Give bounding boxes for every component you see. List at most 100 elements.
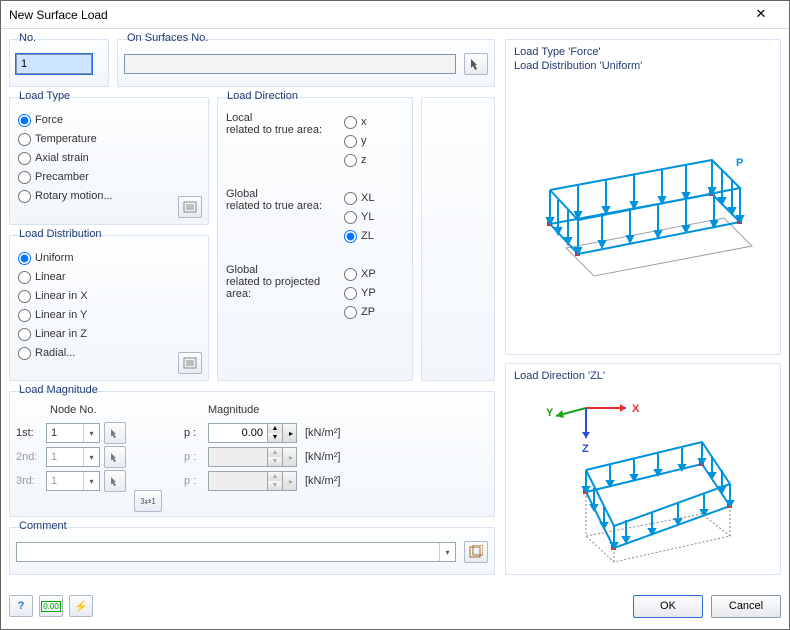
multi-node-button[interactable]: 3⇄1 bbox=[134, 490, 162, 512]
group-load-magnitude-title: Load Magnitude bbox=[16, 384, 101, 396]
preview-bottom-title: Load Direction 'ZL' bbox=[514, 370, 605, 382]
load-type-settings-button[interactable] bbox=[178, 196, 202, 218]
radio-radial[interactable]: Radial... bbox=[16, 344, 202, 362]
left-column: No. On Surfaces No. Load Type Force Temp… bbox=[9, 33, 495, 585]
preview-top-svg: P bbox=[506, 76, 782, 356]
row-ord: 1st: bbox=[16, 427, 42, 439]
svg-text:Z: Z bbox=[582, 443, 589, 455]
pick-icon bbox=[109, 475, 121, 487]
lightning-button[interactable]: ⚡ bbox=[69, 595, 93, 617]
preview-top-title-2: Load Distribution 'Uniform' bbox=[514, 60, 642, 72]
group-no: No. bbox=[9, 39, 109, 87]
row-ord: 2nd: bbox=[16, 451, 42, 463]
pick-icon bbox=[469, 57, 483, 71]
radio-dir-xl[interactable]: XL bbox=[342, 189, 374, 207]
pick-icon bbox=[109, 427, 121, 439]
value-picker-button[interactable]: ▸ bbox=[283, 423, 297, 443]
group-load-type: Load Type Force Temperature Axial strain… bbox=[9, 97, 209, 225]
radio-temperature[interactable]: Temperature bbox=[16, 130, 202, 148]
preview-top-title-1: Load Type 'Force' bbox=[514, 46, 601, 58]
spin-down[interactable]: ▼ bbox=[268, 433, 282, 442]
magnitude-row: 1st:1▾p :▲▼▸[kN/m²] bbox=[16, 422, 488, 444]
magnitude-row: 3rd:1▾p :▲▼▸[kN/m²] bbox=[16, 470, 488, 492]
pick-icon bbox=[109, 451, 121, 463]
radio-uniform[interactable]: Uniform bbox=[16, 249, 202, 267]
chevron-down-icon: ▾ bbox=[83, 424, 99, 442]
p-prefix: p : bbox=[184, 427, 204, 439]
group-load-distribution: Load Distribution Uniform Linear Linear … bbox=[9, 235, 209, 381]
node-combo: 1▾ bbox=[46, 471, 100, 491]
radio-dir-y[interactable]: y bbox=[342, 132, 367, 150]
comment-input[interactable] bbox=[17, 543, 439, 561]
help-button[interactable]: ? bbox=[9, 595, 33, 617]
radio-linear-y[interactable]: Linear in Y bbox=[16, 306, 202, 324]
pick-node-button[interactable] bbox=[104, 422, 126, 444]
units-button[interactable]: 0.00 bbox=[39, 595, 63, 617]
chevron-down-icon: ▾ bbox=[83, 448, 99, 466]
value-picker-button: ▸ bbox=[283, 447, 297, 467]
content-area: No. On Surfaces No. Load Type Force Temp… bbox=[1, 29, 789, 629]
radio-axial-strain[interactable]: Axial strain bbox=[16, 149, 202, 167]
no-input[interactable] bbox=[16, 54, 92, 74]
preview-bottom: Load Direction 'ZL' X Y Z bbox=[505, 363, 781, 575]
magnitude-spinner: ▲▼▸ bbox=[208, 447, 297, 467]
radio-dir-z[interactable]: z bbox=[342, 151, 367, 169]
magnitude-spinner: ▲▼▸ bbox=[208, 471, 297, 491]
dir-local-label: Local related to true area: bbox=[226, 112, 336, 136]
p-label: P bbox=[736, 157, 743, 169]
load-distribution-settings-button[interactable] bbox=[178, 352, 202, 374]
group-comment: Comment ▾ bbox=[9, 527, 495, 575]
magnitude-spinner[interactable]: ▲▼▸ bbox=[208, 423, 297, 443]
ok-button[interactable]: OK bbox=[633, 595, 703, 618]
right-column: Load Type 'Force' Load Distribution 'Uni… bbox=[505, 33, 781, 585]
radio-linear-z[interactable]: Linear in Z bbox=[16, 325, 202, 343]
cancel-button[interactable]: Cancel bbox=[711, 595, 781, 618]
radio-dir-yp[interactable]: YP bbox=[342, 284, 376, 302]
svg-text:Y: Y bbox=[546, 407, 554, 419]
mag-header: Magnitude bbox=[208, 404, 259, 416]
comment-library-button[interactable] bbox=[464, 541, 488, 563]
units-icon: 0.00 bbox=[41, 601, 61, 612]
group-load-distribution-title: Load Distribution bbox=[16, 228, 105, 240]
group-load-type-title: Load Type bbox=[16, 90, 73, 102]
radio-dir-xp[interactable]: XP bbox=[342, 265, 376, 283]
group-on-surfaces-title: On Surfaces No. bbox=[124, 32, 211, 44]
pick-node-button bbox=[104, 446, 126, 468]
radio-force[interactable]: Force bbox=[16, 111, 202, 129]
spin-down: ▼ bbox=[268, 481, 282, 490]
node-combo[interactable]: 1▾ bbox=[46, 423, 100, 443]
chevron-down-icon: ▾ bbox=[439, 543, 455, 561]
radio-dir-yl[interactable]: YL bbox=[342, 208, 374, 226]
group-on-surfaces: On Surfaces No. bbox=[117, 39, 495, 87]
close-button[interactable]: ✕ bbox=[741, 4, 781, 26]
spin-down: ▼ bbox=[268, 457, 282, 466]
pick-surfaces-button[interactable] bbox=[464, 53, 488, 75]
dir-gproj-label: Global related to projected area: bbox=[226, 264, 336, 300]
radio-dir-zl[interactable]: ZL bbox=[342, 227, 374, 245]
radio-linear-x[interactable]: Linear in X bbox=[16, 287, 202, 305]
comment-combo[interactable]: ▾ bbox=[16, 542, 456, 562]
group-load-direction: Load Direction Local related to true are… bbox=[217, 97, 413, 381]
spin-up: ▲ bbox=[268, 448, 282, 457]
chevron-down-icon: ▾ bbox=[83, 472, 99, 490]
group-load-direction-title: Load Direction bbox=[224, 90, 301, 102]
radio-rotary-motion[interactable]: Rotary motion... bbox=[16, 187, 202, 205]
pick-node-button bbox=[104, 470, 126, 492]
p-prefix: p : bbox=[184, 475, 204, 487]
group-spare bbox=[421, 97, 495, 381]
radio-linear[interactable]: Linear bbox=[16, 268, 202, 286]
unit-label: [kN/m²] bbox=[305, 451, 340, 463]
preview-top: Load Type 'Force' Load Distribution 'Uni… bbox=[505, 39, 781, 355]
window-title: New Surface Load bbox=[9, 8, 741, 22]
on-surfaces-input[interactable] bbox=[124, 54, 456, 74]
row-ord: 3rd: bbox=[16, 475, 42, 487]
settings-icon bbox=[183, 201, 197, 213]
library-icon bbox=[469, 545, 483, 559]
value-picker-button: ▸ bbox=[283, 471, 297, 491]
help-icon: ? bbox=[18, 600, 25, 612]
spin-up[interactable]: ▲ bbox=[268, 424, 282, 433]
footer: ? 0.00 ⚡ OK Cancel bbox=[9, 591, 781, 621]
radio-dir-x[interactable]: x bbox=[342, 113, 367, 131]
radio-dir-zp[interactable]: ZP bbox=[342, 303, 376, 321]
radio-precamber[interactable]: Precamber bbox=[16, 168, 202, 186]
